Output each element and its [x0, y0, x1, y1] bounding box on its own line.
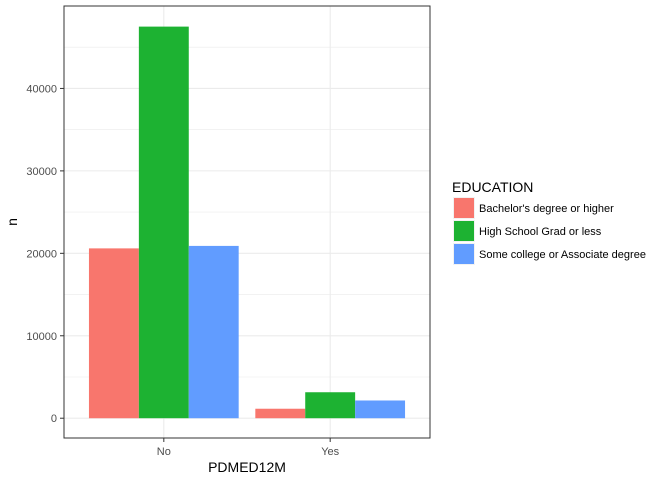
y-axis-title: n: [4, 218, 20, 226]
y-tick-label: 10000: [26, 331, 57, 343]
x-tick-label: No: [157, 446, 171, 458]
y-tick-label: 30000: [26, 166, 57, 178]
bar: [138, 26, 189, 419]
x-tick-label: Yes: [321, 446, 339, 458]
x-axis: No Yes: [157, 438, 340, 458]
bar: [355, 400, 406, 419]
legend-label: High School Grad or less: [479, 226, 602, 238]
bars: [88, 26, 406, 419]
bar: [305, 392, 356, 419]
bar: [88, 248, 139, 419]
bar: [255, 408, 306, 419]
legend-key: [454, 198, 474, 218]
legend: EDUCATION Bachelor's degree or higher Hig…: [452, 179, 646, 265]
legend-key: [454, 221, 474, 241]
panel-border: [63, 5, 431, 439]
legend-label: Bachelor's degree or higher: [479, 203, 614, 215]
legend-key: [454, 244, 474, 264]
bar: [188, 245, 239, 419]
y-tick-label: 20000: [26, 248, 57, 260]
legend-label: Some college or Associate degree: [479, 249, 646, 261]
y-tick-label: 0: [51, 413, 57, 425]
x-axis-title: PDMED12M: [208, 459, 286, 475]
legend-title: EDUCATION: [452, 179, 533, 195]
y-axis: 0 10000 20000 30000 40000: [26, 83, 64, 425]
y-tick-label: 40000: [26, 83, 57, 95]
